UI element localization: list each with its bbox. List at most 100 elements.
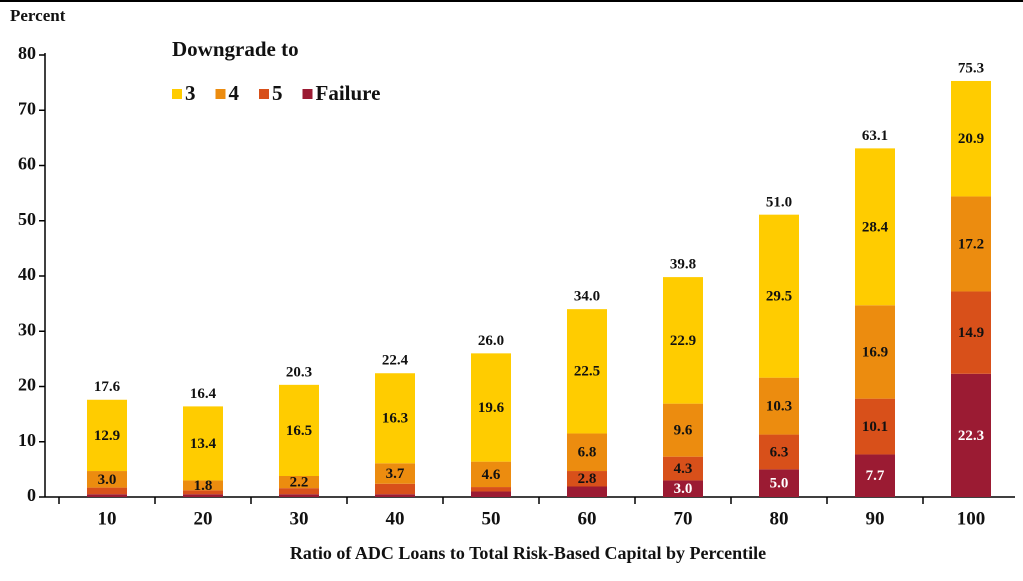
x-tick-label: 60 — [578, 508, 597, 529]
bar-segment — [567, 433, 607, 472]
bar-segment — [951, 196, 991, 292]
bar-segment — [375, 373, 415, 464]
legend-label: 3 — [185, 81, 196, 105]
total-label: 39.8 — [670, 257, 696, 273]
value-label: 7.7 — [866, 468, 885, 484]
value-label: 22.9 — [670, 333, 696, 349]
x-tick-label: 100 — [957, 508, 986, 529]
legend-label: Failure — [316, 81, 381, 105]
bar-segment — [471, 487, 511, 492]
legend-label: 4 — [229, 81, 240, 105]
bar-segment — [471, 353, 511, 462]
value-label: 1.8 — [194, 478, 213, 494]
value-label: 16.9 — [862, 344, 888, 360]
bar-segment — [375, 463, 415, 484]
bar-segment — [951, 291, 991, 374]
bar-segment — [87, 471, 127, 488]
value-label: 10.3 — [766, 399, 792, 415]
bar-segment — [183, 480, 223, 491]
bar-segment — [567, 486, 607, 497]
legend-swatch — [172, 89, 182, 99]
bar-segment — [567, 309, 607, 434]
bar-segment — [663, 403, 703, 457]
bar-segment — [855, 305, 895, 399]
total-label: 17.6 — [94, 379, 121, 395]
total-label: 16.4 — [190, 386, 217, 402]
bar-segment — [855, 398, 895, 455]
value-label: 10.1 — [862, 419, 888, 435]
bar-segment — [87, 487, 127, 495]
value-label: 3.0 — [98, 472, 117, 488]
value-label: 20.9 — [958, 131, 984, 147]
legend-label: 5 — [272, 81, 283, 105]
y-tick-label: 0 — [27, 485, 36, 505]
bar-segment — [279, 494, 319, 497]
legend-swatch — [215, 89, 226, 99]
value-label: 22.3 — [958, 428, 984, 444]
x-tick-label: 10 — [98, 508, 117, 529]
value-label: 16.5 — [286, 423, 312, 439]
value-label: 17.2 — [958, 236, 984, 252]
y-tick-label: 40 — [18, 264, 36, 284]
bar-segment — [375, 494, 415, 497]
value-label: 2.8 — [578, 471, 597, 487]
value-label: 28.4 — [862, 219, 889, 235]
total-label: 22.4 — [382, 353, 409, 369]
value-label: 4.6 — [482, 467, 501, 483]
x-tick-label: 80 — [770, 508, 789, 529]
x-tick-label: 30 — [290, 508, 309, 529]
value-label: 6.8 — [578, 445, 597, 461]
y-axis-label: Percent — [10, 6, 66, 25]
bar-segment — [183, 490, 223, 495]
total-label: 51.0 — [766, 195, 792, 211]
value-label: 29.5 — [766, 289, 792, 305]
y-tick-label: 70 — [18, 98, 36, 118]
bar-segment — [855, 148, 895, 306]
total-label: 63.1 — [862, 128, 888, 144]
value-label: 4.3 — [674, 461, 693, 477]
bar-segment — [759, 469, 799, 497]
bar-segment — [855, 454, 895, 497]
bar-segment — [663, 480, 703, 497]
bar-segment — [87, 399, 127, 472]
y-tick-label: 80 — [18, 43, 36, 63]
bar-segment — [471, 491, 511, 497]
legend-title: Downgrade to — [172, 37, 299, 61]
value-label: 13.4 — [190, 436, 217, 452]
y-tick-label: 10 — [18, 430, 36, 450]
value-label: 3.7 — [386, 466, 405, 482]
value-label: 12.9 — [94, 428, 120, 444]
bar-segment — [759, 377, 799, 435]
total-label: 75.3 — [958, 60, 984, 76]
legend-swatch — [259, 89, 269, 99]
x-tick-label: 70 — [674, 508, 693, 529]
x-tick-label: 50 — [482, 508, 501, 529]
value-label: 6.3 — [770, 444, 789, 460]
value-label: 14.9 — [958, 325, 984, 341]
value-label: 22.5 — [574, 364, 600, 380]
x-axis-label: Ratio of ADC Loans to Total Risk-Based C… — [290, 543, 766, 563]
legend-swatch — [302, 89, 313, 99]
bar-segment — [663, 277, 703, 404]
bar-segment — [663, 456, 703, 481]
x-tick-label: 40 — [386, 508, 405, 529]
bar-segment — [375, 483, 415, 495]
x-tick-label: 20 — [194, 508, 213, 529]
value-label: 5.0 — [770, 476, 789, 492]
y-tick-label: 30 — [18, 319, 36, 339]
bar-segment — [951, 373, 991, 497]
value-label: 9.6 — [674, 423, 693, 439]
bar-segment — [279, 476, 319, 489]
bar-segment — [471, 461, 511, 488]
bar-segment — [87, 494, 127, 497]
bar-segment — [567, 471, 607, 487]
bar-segment — [759, 214, 799, 378]
bar-segment — [183, 494, 223, 497]
total-label: 20.3 — [286, 364, 312, 380]
total-label: 34.0 — [574, 289, 600, 305]
value-label: 16.3 — [382, 411, 408, 427]
bar-segment — [279, 488, 319, 495]
total-label: 26.0 — [478, 333, 504, 349]
value-label: 2.2 — [290, 475, 309, 491]
